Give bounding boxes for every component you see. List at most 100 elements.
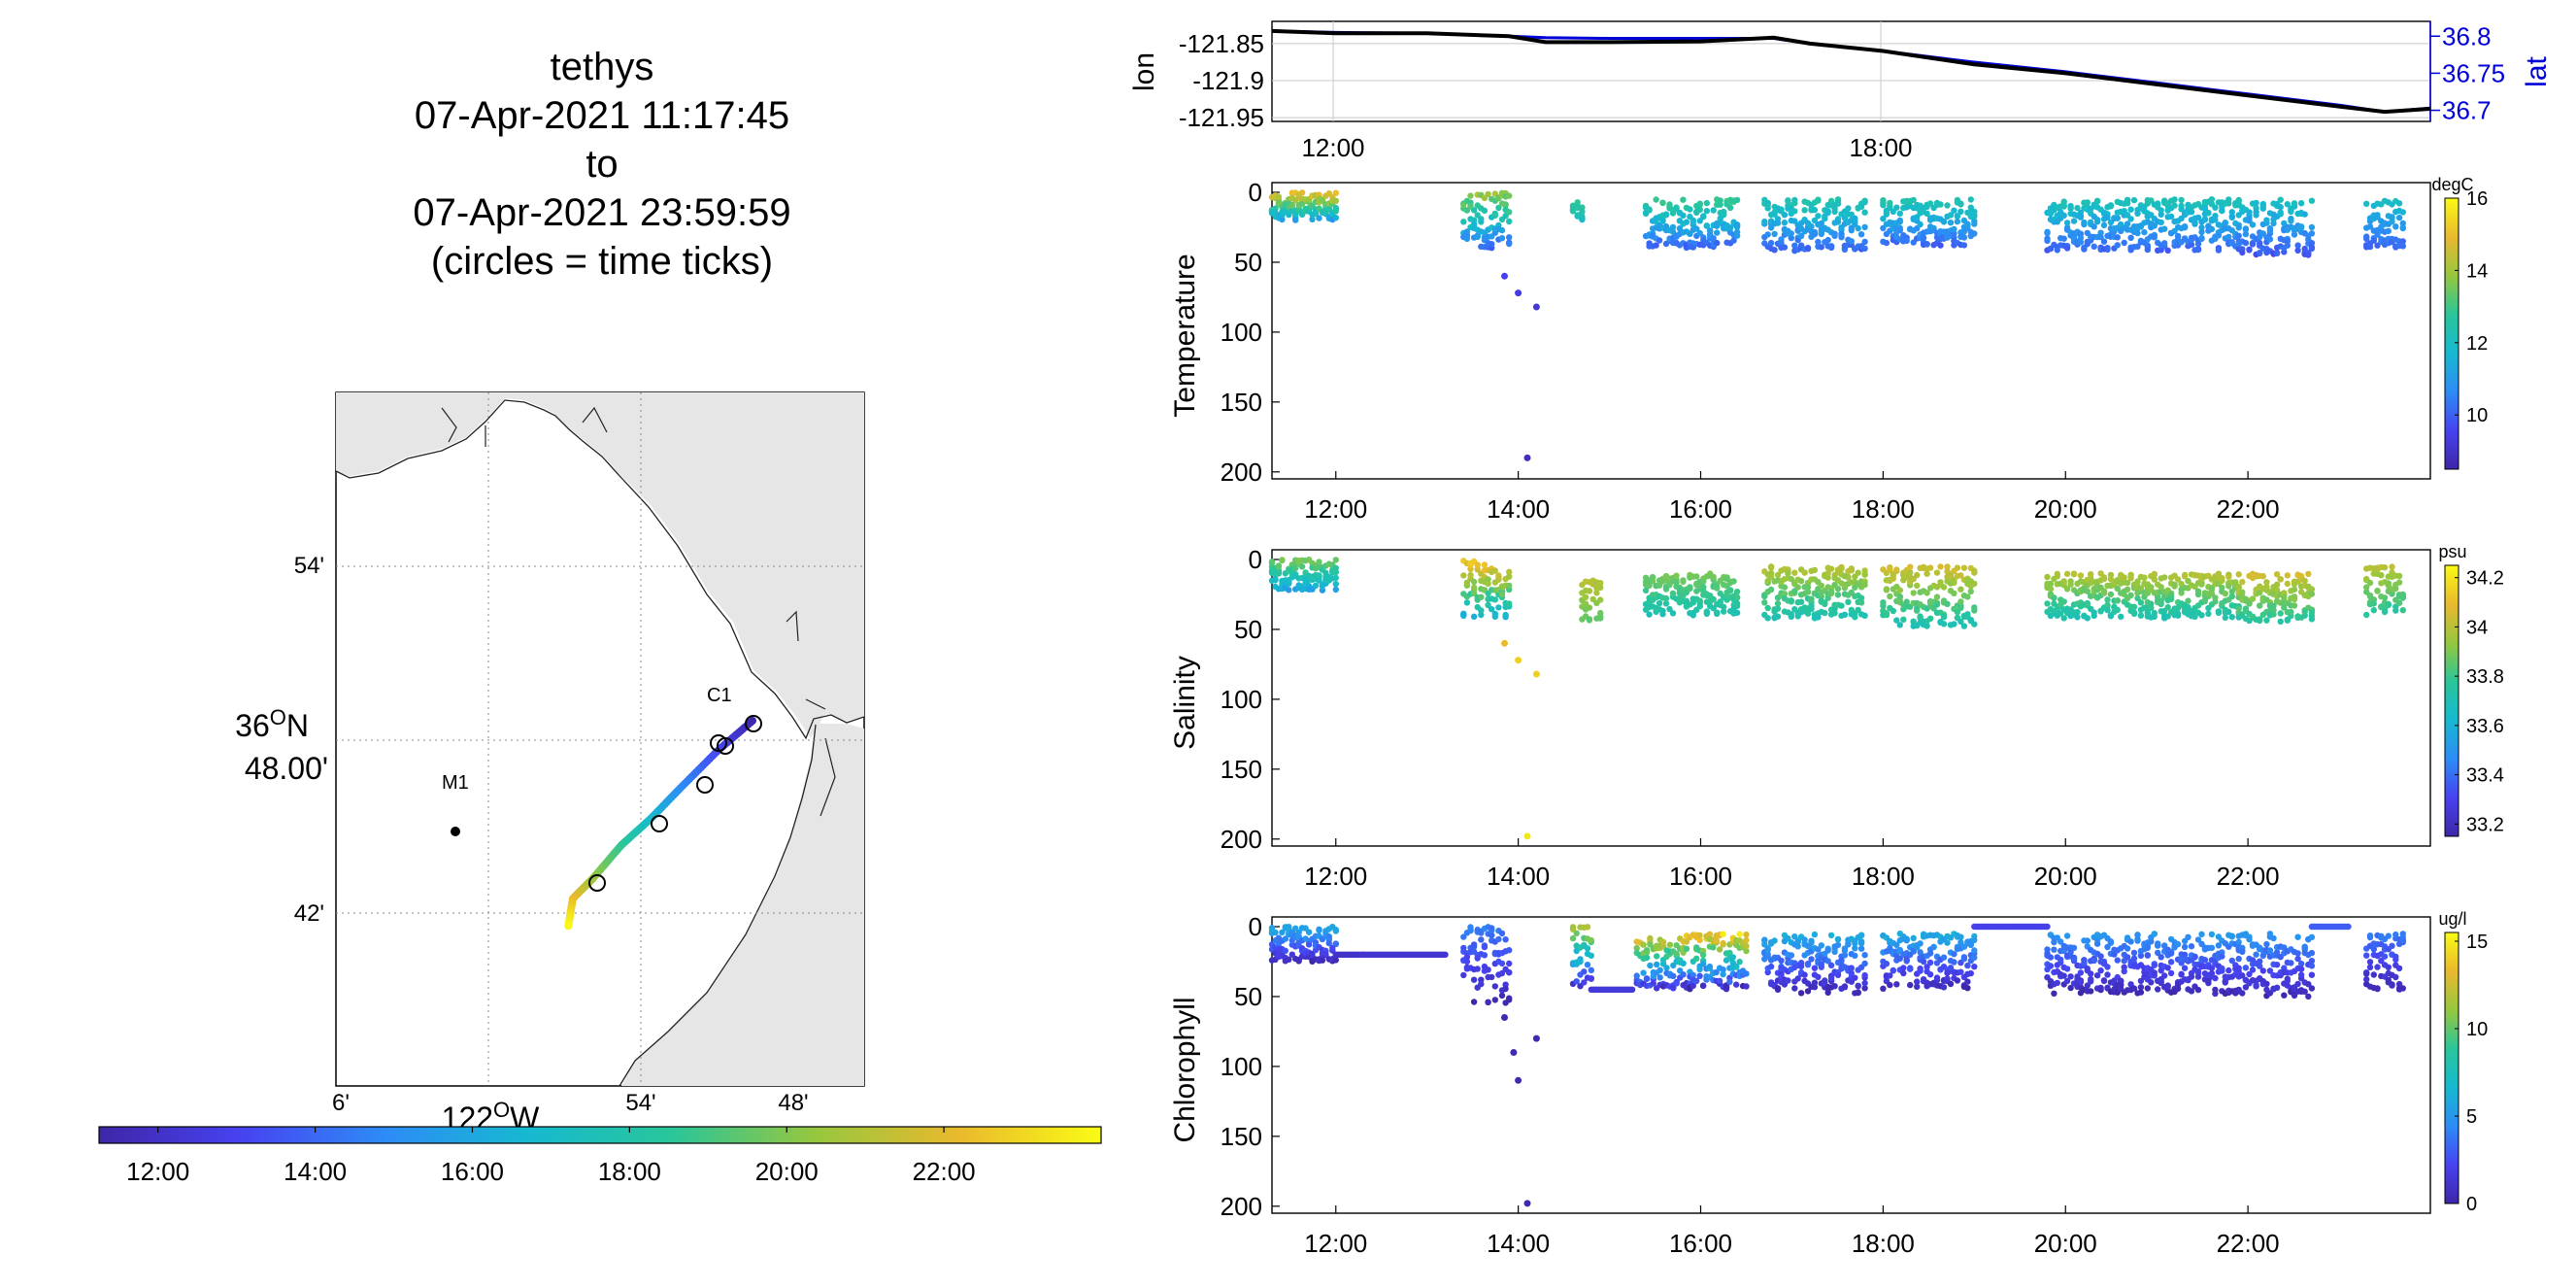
colorbar-unit: ug/l <box>2438 909 2466 929</box>
data-point <box>1292 564 1299 572</box>
data-point <box>1771 211 1778 218</box>
data-point <box>1491 610 1499 618</box>
data-point <box>2201 216 2209 222</box>
data-point <box>1785 977 1791 984</box>
data-point <box>1474 561 1481 568</box>
data-point <box>2378 958 2385 965</box>
data-point <box>1662 600 1670 607</box>
data-point <box>2301 944 2308 951</box>
data-point <box>1597 584 1604 592</box>
data-point <box>2305 251 2312 258</box>
data-point <box>2151 576 2158 583</box>
data-point <box>2127 234 2134 241</box>
data-point <box>2215 247 2223 254</box>
data-point <box>1579 208 1586 216</box>
title-vehicle: tethys <box>550 46 654 88</box>
data-point <box>2399 243 2406 250</box>
data-point <box>2198 581 2205 588</box>
data-point <box>1944 563 1951 570</box>
data-point <box>1506 209 1513 216</box>
data-point <box>1848 969 1856 977</box>
data-point <box>1834 592 1842 598</box>
data-point <box>2222 220 2228 227</box>
data-point <box>1791 218 1798 224</box>
data-point <box>1917 967 1924 974</box>
data-point <box>1971 230 1978 237</box>
data-point <box>1827 243 1835 250</box>
data-point-outlier <box>1501 272 1508 280</box>
data-point <box>1900 969 1907 977</box>
data-point <box>1495 572 1502 579</box>
data-point <box>1883 587 1890 593</box>
data-point <box>1951 951 1957 958</box>
data-point <box>2134 932 2141 938</box>
data-point <box>1804 988 1812 995</box>
data-point <box>1707 227 1714 234</box>
data-point <box>1659 218 1666 224</box>
data-point <box>2257 617 2263 625</box>
data-point <box>1316 926 1322 932</box>
data-point <box>1957 201 1964 208</box>
map-lon-tick-54: 54' <box>625 1090 655 1116</box>
data-point <box>1917 940 1924 947</box>
data-point <box>1855 224 1861 232</box>
data-point <box>1710 573 1717 581</box>
data-point <box>2134 243 2141 250</box>
data-point <box>1964 962 1971 969</box>
data-point <box>1670 972 1677 980</box>
data-point <box>1506 218 1513 225</box>
data-point <box>1944 939 1951 946</box>
data-point <box>1890 966 1897 974</box>
data-point <box>2088 970 2094 977</box>
data-point <box>1957 968 1964 975</box>
data-point <box>2239 578 2246 586</box>
data-point <box>1726 949 1733 957</box>
data-point <box>2151 931 2158 937</box>
data-point <box>1332 557 1340 563</box>
data-point <box>2273 571 2281 578</box>
data-point <box>2070 218 2078 224</box>
data-point <box>2212 204 2219 211</box>
data-point <box>1764 604 1771 612</box>
data-point <box>2212 974 2219 982</box>
data-point <box>1951 621 1957 627</box>
data-point <box>2141 228 2148 236</box>
data-point <box>1815 973 1822 980</box>
data-point <box>2191 219 2198 226</box>
data-point <box>1926 615 1934 622</box>
data-point <box>1506 240 1513 248</box>
data-point <box>2281 590 2288 596</box>
data-point-outlier <box>1523 454 1531 461</box>
data-point <box>1470 207 1478 214</box>
data-point <box>1797 578 1805 585</box>
data-point <box>1733 232 1741 239</box>
data-point <box>1893 617 1900 624</box>
data-point <box>2100 221 2108 229</box>
data-point <box>1957 598 1964 605</box>
data-point <box>1322 950 1329 958</box>
data-point <box>1729 954 1737 961</box>
data-point <box>2208 225 2216 233</box>
data-point <box>1971 947 1978 954</box>
data-point <box>2212 213 2219 220</box>
data-point <box>1788 952 1795 959</box>
data-point <box>1848 567 1856 574</box>
data-point <box>1597 609 1604 617</box>
data-point <box>2370 237 2377 244</box>
data-point <box>1332 215 1340 221</box>
data-point <box>1896 955 1904 962</box>
data-point <box>1824 569 1831 577</box>
data-point <box>1767 963 1775 970</box>
data-point <box>1801 569 1808 576</box>
data-point <box>1845 574 1852 581</box>
data-point <box>2130 955 2138 962</box>
data-point <box>1506 192 1513 199</box>
data-point <box>1848 965 1856 971</box>
data-point <box>2144 985 2151 992</box>
data-point <box>1811 230 1819 237</box>
time-colorbar-tick-label: 14:00 <box>284 1157 347 1186</box>
data-point <box>2308 230 2316 237</box>
data-point <box>1463 207 1471 214</box>
data-point <box>2212 594 2219 601</box>
data-point <box>1673 572 1680 579</box>
